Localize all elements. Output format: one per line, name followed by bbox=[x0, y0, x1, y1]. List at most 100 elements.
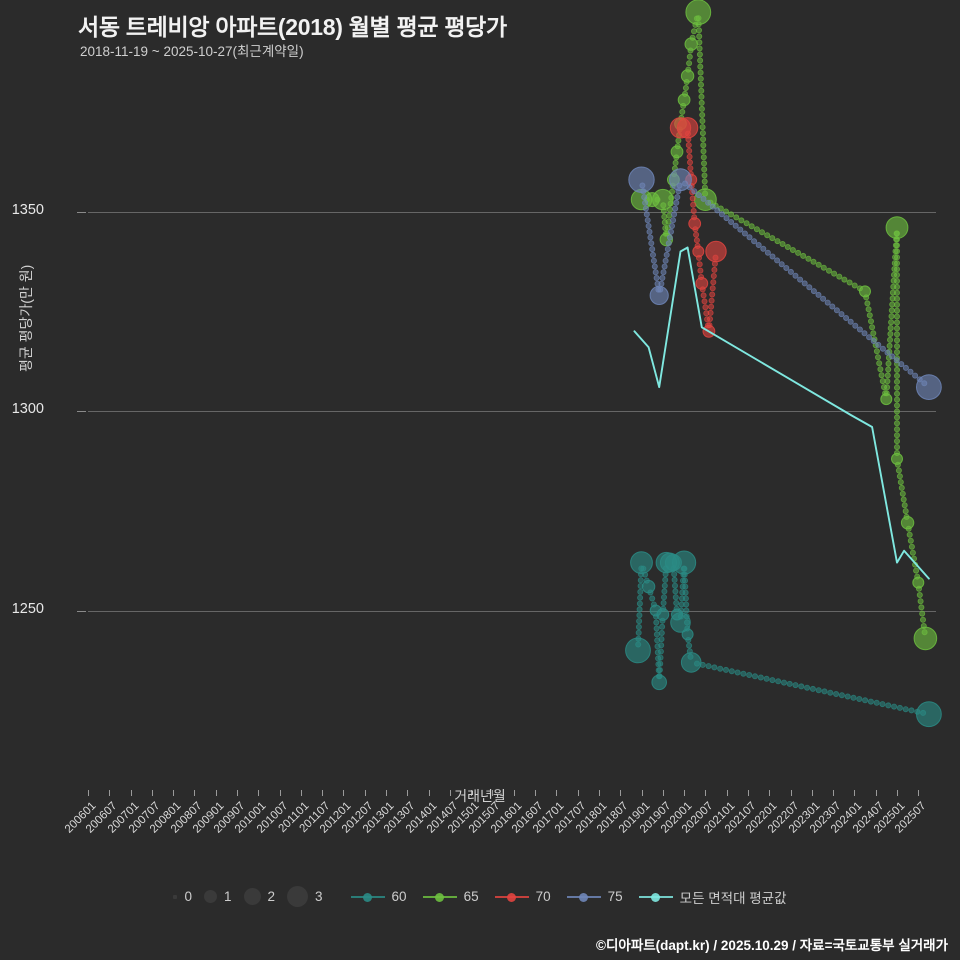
x-tick-mark bbox=[279, 790, 281, 796]
series-trail-dot bbox=[642, 205, 649, 212]
series-trail-dot bbox=[894, 331, 901, 338]
series-trail-dot bbox=[775, 678, 782, 685]
series-trail-dot bbox=[763, 675, 770, 682]
data-point[interactable] bbox=[677, 93, 691, 107]
series-trail-dot bbox=[645, 222, 652, 229]
data-point[interactable] bbox=[672, 550, 697, 575]
series-trail-dot bbox=[769, 235, 776, 242]
series-trail-dot bbox=[769, 253, 776, 260]
legend-size-dot bbox=[287, 886, 309, 907]
data-point[interactable] bbox=[669, 168, 692, 192]
series-trail-dot bbox=[701, 298, 708, 305]
series-trail-dot bbox=[683, 607, 690, 614]
series-trail-dot bbox=[885, 702, 892, 709]
series-trail-dot bbox=[709, 291, 716, 298]
legend-series-item[interactable]: 65 bbox=[422, 889, 479, 904]
data-point[interactable] bbox=[625, 637, 651, 664]
data-point[interactable] bbox=[685, 0, 712, 26]
series-trail-dot bbox=[717, 665, 724, 672]
series-trail-dot bbox=[856, 696, 863, 703]
legend-size-label: 2 bbox=[267, 889, 276, 904]
series-trail-dot bbox=[894, 248, 901, 255]
data-point[interactable] bbox=[891, 452, 903, 465]
data-point[interactable] bbox=[916, 701, 942, 728]
series-trail-dot bbox=[836, 273, 843, 280]
series-trail-dot bbox=[894, 319, 901, 326]
series-trail-dot bbox=[792, 682, 799, 689]
legend-series-item[interactable]: 모든 면적대 평균값 bbox=[638, 887, 787, 907]
series-trail-dot bbox=[824, 299, 831, 306]
series-trail-dot bbox=[894, 372, 901, 379]
data-point[interactable] bbox=[916, 374, 942, 401]
series-trail-dot bbox=[658, 630, 665, 637]
data-point[interactable] bbox=[630, 551, 653, 575]
gridline bbox=[88, 610, 936, 612]
data-point[interactable] bbox=[688, 217, 702, 231]
series-trail-dot bbox=[895, 467, 902, 474]
series-trail-dot bbox=[909, 549, 916, 556]
data-point[interactable] bbox=[649, 285, 669, 305]
data-point[interactable] bbox=[692, 245, 705, 258]
series-trail-dot bbox=[658, 280, 665, 287]
series-trail-dot bbox=[698, 87, 705, 94]
series-trail-dot bbox=[653, 274, 660, 281]
chart-legend: 0 1 2 3 60 65 70 75 모든 면적대 평균값 bbox=[0, 886, 960, 907]
data-point[interactable] bbox=[652, 188, 674, 211]
data-point[interactable] bbox=[680, 652, 702, 673]
data-point[interactable] bbox=[680, 69, 695, 83]
data-point[interactable] bbox=[912, 576, 925, 589]
data-point[interactable] bbox=[628, 166, 655, 193]
series-trail-dot bbox=[897, 479, 904, 486]
series-trail-dot bbox=[774, 257, 781, 264]
series-trail-dot bbox=[885, 366, 892, 373]
series-65 bbox=[630, 0, 938, 651]
data-point[interactable] bbox=[900, 516, 915, 530]
series-trail-dot bbox=[861, 330, 868, 337]
legend-series-item[interactable]: 70 bbox=[494, 889, 551, 904]
series-trail-dot bbox=[701, 166, 708, 173]
data-point[interactable] bbox=[641, 579, 656, 594]
series-trail-dot bbox=[864, 300, 871, 307]
series-trail-dot bbox=[653, 625, 660, 632]
series-trail-dot bbox=[896, 704, 903, 711]
footer-credit: ©디아파트(dapt.kr) / 2025.10.29 / 자료=국토교통부 실… bbox=[596, 938, 948, 953]
legend-series-item[interactable]: 60 bbox=[350, 889, 407, 904]
data-point[interactable] bbox=[670, 612, 691, 633]
series-trail-dot bbox=[894, 438, 901, 445]
series-trail-dot bbox=[697, 57, 704, 64]
data-point[interactable] bbox=[859, 285, 871, 298]
data-point[interactable] bbox=[681, 628, 694, 641]
series-trail-dot bbox=[711, 266, 718, 273]
x-tick-mark bbox=[109, 790, 111, 796]
data-point[interactable] bbox=[880, 393, 893, 406]
series-trail-dot bbox=[653, 631, 660, 638]
x-tick-mark bbox=[88, 790, 89, 796]
series-trail-dot bbox=[920, 616, 927, 623]
legend-series-label: 70 bbox=[535, 889, 551, 904]
series-trail-dot bbox=[686, 60, 693, 67]
series-trail-dot bbox=[708, 297, 715, 304]
data-point[interactable] bbox=[684, 37, 698, 51]
series-trail-dot bbox=[643, 211, 650, 218]
series-trail-dot bbox=[636, 618, 643, 625]
data-point[interactable] bbox=[913, 626, 938, 651]
data-point[interactable] bbox=[651, 674, 668, 691]
series-trail-dot bbox=[746, 672, 753, 679]
series-trail-dot bbox=[697, 69, 704, 76]
series-trail-dot bbox=[810, 288, 817, 295]
data-point[interactable] bbox=[656, 608, 670, 621]
data-point[interactable] bbox=[670, 145, 684, 159]
data-point[interactable] bbox=[676, 117, 699, 139]
data-point[interactable] bbox=[695, 277, 709, 290]
series-trail-dot bbox=[894, 444, 901, 451]
data-point[interactable] bbox=[885, 216, 909, 240]
data-point[interactable] bbox=[705, 240, 727, 263]
series-trail-dot bbox=[714, 207, 721, 214]
page-subtitle: 2018-11-19 ~ 2025-10-27(최근계약일) bbox=[80, 44, 304, 59]
legend-series-item[interactable]: 75 bbox=[566, 889, 623, 904]
series-trail-dot bbox=[666, 212, 673, 219]
series-trail-dot bbox=[700, 292, 707, 299]
legend-size-dot bbox=[243, 888, 261, 905]
series-trail-dot bbox=[693, 237, 700, 244]
series-trail-dot bbox=[651, 263, 658, 270]
